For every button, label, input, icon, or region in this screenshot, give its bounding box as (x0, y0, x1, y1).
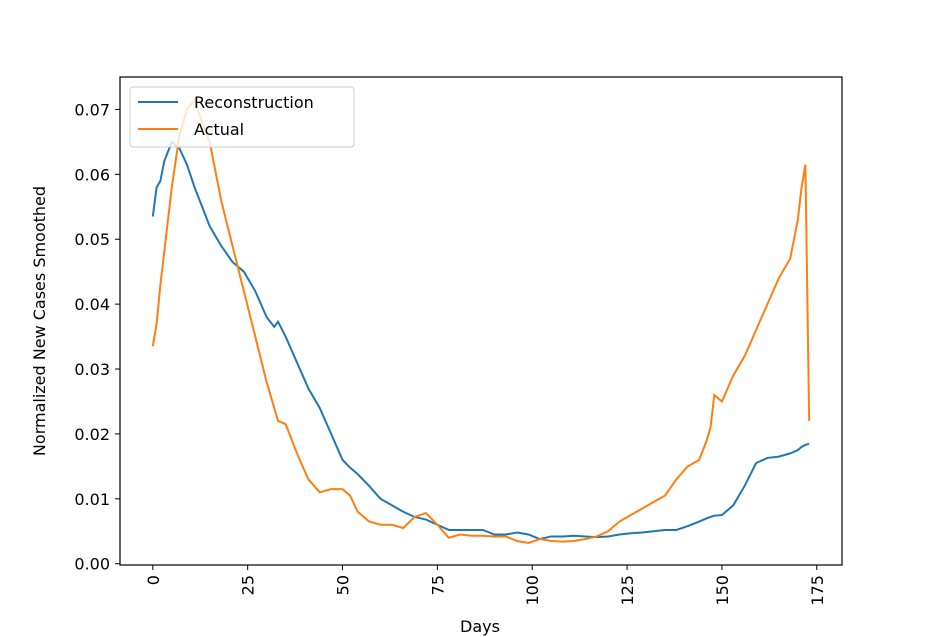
legend-label: Actual (194, 120, 244, 139)
x-tick-label: 25 (239, 575, 258, 595)
x-tick-label: 125 (618, 575, 637, 606)
y-tick-label: 0.07 (74, 100, 110, 119)
y-tick-label: 0.01 (74, 490, 110, 509)
x-tick-label: 75 (428, 575, 447, 595)
x-tick-label: 50 (334, 575, 353, 595)
series-line (151, 97, 811, 544)
y-tick-label: 0.03 (74, 360, 110, 379)
legend-label: Reconstruction (194, 93, 314, 112)
x-tick-label: 100 (523, 575, 542, 606)
x-tick-label: 0 (144, 575, 163, 585)
legend-box (129, 86, 355, 148)
series-line (151, 140, 810, 541)
y-tick-label: 0.05 (74, 230, 110, 249)
y-tick-label: 0.06 (74, 165, 110, 184)
x-axis-label: Days (460, 617, 500, 636)
x-tick-label: 150 (713, 575, 732, 606)
plot-frame (119, 76, 843, 566)
y-tick-label: 0.02 (74, 425, 110, 444)
y-axis-label: Normalized New Cases Smoothed (30, 186, 49, 456)
x-tick-label: 175 (808, 575, 827, 606)
y-tick-label: 0.04 (74, 295, 110, 314)
y-tick-label: 0.00 (74, 555, 110, 574)
